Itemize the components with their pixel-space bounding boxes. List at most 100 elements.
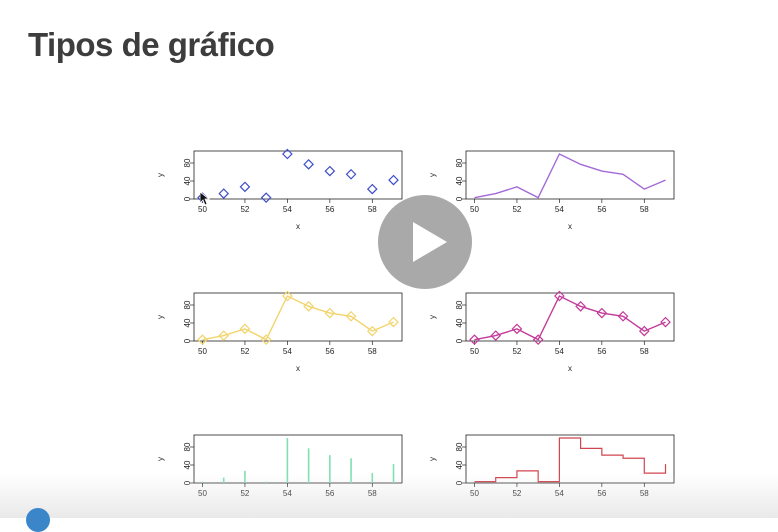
series-line — [474, 295, 666, 341]
x-tick-label: 52 — [240, 347, 249, 356]
x-tick-label: 56 — [325, 489, 334, 498]
y-tick-label: 40 — [455, 318, 464, 327]
x-tick-label: 52 — [512, 489, 521, 498]
data-point — [575, 301, 586, 312]
x-tick-label: 54 — [283, 489, 292, 498]
data-point — [511, 323, 523, 335]
y-tick-label: 40 — [183, 318, 192, 327]
data-point — [345, 310, 357, 322]
x-tick-label: 50 — [198, 205, 207, 214]
mouse-cursor-icon — [199, 191, 211, 211]
x-tick-label: 56 — [597, 489, 606, 498]
y-tick-label: 0 — [183, 480, 192, 485]
slide-title: Tipos de gráfico — [28, 26, 275, 63]
data-point — [282, 148, 293, 160]
data-point — [239, 181, 251, 193]
y-tick-label: 40 — [455, 460, 464, 469]
y-axis-label: y — [428, 457, 437, 461]
y-axis-label: y — [428, 173, 437, 177]
y-tick-label: 0 — [183, 338, 192, 343]
data-point — [345, 168, 357, 180]
progress-indicator-icon[interactable] — [26, 508, 50, 532]
data-point — [638, 325, 650, 337]
plot-frame — [193, 434, 403, 484]
series-step-line — [474, 437, 667, 483]
x-tick-label: 54 — [555, 489, 564, 498]
play-icon — [413, 222, 447, 262]
x-tick-label: 58 — [368, 347, 377, 356]
data-point — [324, 165, 336, 177]
data-point — [218, 188, 230, 199]
chart-panel-4: 50 52 54 56 58 0 40 80 y x — [428, 290, 675, 373]
y-axis-label: y — [156, 457, 165, 461]
data-point — [324, 307, 336, 319]
data-point — [388, 174, 399, 186]
y-axis-label: y — [156, 173, 165, 177]
y-tick-label: 80 — [455, 300, 464, 309]
series-line — [474, 153, 666, 199]
y-tick-label: 40 — [183, 460, 192, 469]
data-point — [303, 301, 314, 312]
x-tick-label: 50 — [470, 347, 479, 356]
x-tick-label: 54 — [283, 205, 292, 214]
plot-frame — [465, 150, 675, 200]
y-tick-label: 80 — [455, 158, 464, 167]
y-tick-label: 40 — [183, 176, 192, 185]
data-point — [260, 334, 272, 345]
chart-panel-2: 50 52 54 56 58 0 40 80 y x — [428, 150, 675, 231]
x-tick-label: 50 — [470, 205, 479, 214]
x-tick-label: 50 — [198, 489, 207, 498]
chart-panel-1: 50 52 54 56 58 0 40 80 y x — [156, 148, 403, 231]
y-tick-label: 0 — [183, 196, 192, 201]
data-point — [218, 330, 230, 341]
data-point — [660, 316, 671, 328]
x-tick-label: 58 — [640, 347, 649, 356]
data-point — [239, 323, 251, 335]
y-tick-label: 80 — [183, 158, 192, 167]
x-tick-label: 50 — [198, 347, 207, 356]
y-tick-label: 0 — [455, 480, 464, 485]
x-tick-label: 58 — [640, 205, 649, 214]
x-tick-label: 52 — [240, 205, 249, 214]
data-point — [303, 159, 314, 170]
data-point — [596, 307, 608, 319]
y-axis-label: y — [156, 315, 165, 319]
plot-frame — [465, 434, 675, 484]
y-tick-label: 40 — [455, 176, 464, 185]
plot-frame — [193, 150, 403, 200]
y-tick-label: 80 — [455, 442, 464, 451]
data-point — [532, 334, 544, 345]
x-tick-label: 58 — [368, 205, 377, 214]
y-tick-label: 0 — [455, 338, 464, 343]
x-tick-label: 52 — [240, 489, 249, 498]
y-tick-label: 0 — [455, 196, 464, 201]
x-tick-label: 52 — [512, 205, 521, 214]
x-tick-label: 56 — [325, 347, 334, 356]
chart-panel-6: 50 52 54 56 58 0 40 80 y — [428, 434, 675, 498]
x-tick-label: 56 — [597, 347, 606, 356]
data-point — [388, 316, 399, 328]
x-tick-label: 52 — [512, 347, 521, 356]
series-line — [202, 295, 394, 341]
data-point — [490, 330, 502, 341]
x-tick-label: 54 — [555, 205, 564, 214]
x-axis-label: x — [568, 222, 572, 231]
y-tick-label: 80 — [183, 300, 192, 309]
data-point — [469, 334, 480, 345]
chart-panel-5: 50 52 54 56 58 0 40 80 y — [156, 434, 403, 498]
x-axis-label: x — [296, 222, 300, 231]
x-tick-label: 58 — [368, 489, 377, 498]
data-point — [554, 290, 565, 302]
chart-panel-3: 50 52 54 56 58 0 40 80 y x — [156, 290, 403, 373]
data-point — [282, 290, 293, 302]
play-button[interactable] — [378, 195, 472, 289]
y-axis-label: y — [428, 315, 437, 319]
x-tick-label: 58 — [640, 489, 649, 498]
x-tick-label: 54 — [555, 347, 564, 356]
y-tick-label: 80 — [183, 442, 192, 451]
data-point — [617, 310, 629, 322]
plot-frame — [465, 292, 675, 342]
x-tick-label: 56 — [597, 205, 606, 214]
data-point — [197, 334, 208, 345]
x-tick-label: 54 — [283, 347, 292, 356]
